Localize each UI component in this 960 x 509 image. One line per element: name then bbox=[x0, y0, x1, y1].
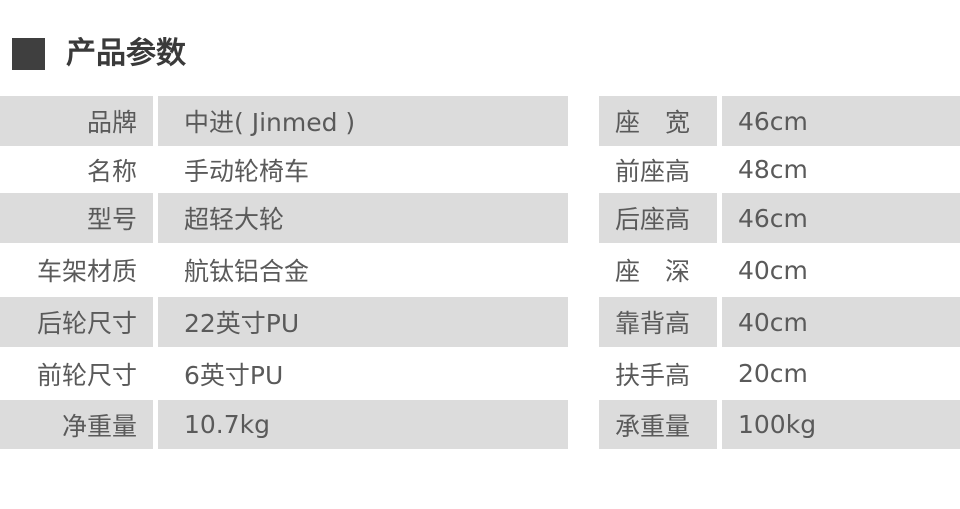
spec-value: 40cm bbox=[722, 297, 960, 347]
spec-label: 前座高 bbox=[615, 156, 691, 186]
spec-label: 座 深 bbox=[615, 257, 691, 286]
spec-label: 车架材质 bbox=[36, 257, 137, 286]
spec-label: 承重量 bbox=[599, 400, 717, 449]
spec-value: 46cm bbox=[722, 193, 960, 243]
spec-value: 46cm bbox=[722, 96, 960, 146]
title-square-icon bbox=[12, 38, 45, 70]
spec-label: 净重量 bbox=[0, 400, 153, 449]
spec-row: 名称 手动轮椅车 前座高 48cm bbox=[0, 146, 960, 193]
spec-row: 净重量 10.7kg 承重量 100kg bbox=[0, 400, 960, 449]
spec-value: 6英寸PU bbox=[184, 360, 284, 390]
spec-value: 手动轮椅车 bbox=[184, 156, 310, 186]
page-title: 产品参数 bbox=[66, 36, 186, 71]
spec-row: 前轮尺寸 6英寸PU 扶手高 20cm bbox=[0, 347, 960, 400]
spec-label: 座 宽 bbox=[599, 96, 717, 146]
spec-row: 车架材质 航钛铝合金 座 深 40cm bbox=[0, 243, 960, 297]
spec-row: 型号 超轻大轮 后座高 46cm bbox=[0, 193, 960, 243]
spec-label: 靠背高 bbox=[599, 297, 717, 347]
spec-row: 品牌 中进( Jinmed ) 座 宽 46cm bbox=[0, 96, 960, 146]
spec-label: 后轮尺寸 bbox=[0, 297, 153, 347]
spec-row: 后轮尺寸 22英寸PU 靠背高 40cm bbox=[0, 297, 960, 347]
spec-value: 20cm bbox=[738, 359, 808, 388]
spec-value: 中进( Jinmed ) bbox=[158, 96, 568, 146]
spec-label: 型号 bbox=[0, 193, 153, 243]
spec-value: 22英寸PU bbox=[158, 297, 568, 347]
spec-value: 48cm bbox=[738, 155, 808, 184]
spec-label: 扶手高 bbox=[615, 360, 691, 390]
spec-value: 40cm bbox=[738, 255, 808, 285]
spec-label: 后座高 bbox=[599, 193, 717, 243]
spec-label: 名称 bbox=[86, 156, 137, 186]
spec-label: 前轮尺寸 bbox=[36, 360, 137, 390]
spec-value: 100kg bbox=[722, 400, 960, 449]
spec-value: 航钛铝合金 bbox=[184, 257, 310, 286]
spec-value: 10.7kg bbox=[158, 400, 568, 449]
spec-label: 品牌 bbox=[0, 96, 153, 146]
spec-value: 超轻大轮 bbox=[158, 193, 568, 243]
